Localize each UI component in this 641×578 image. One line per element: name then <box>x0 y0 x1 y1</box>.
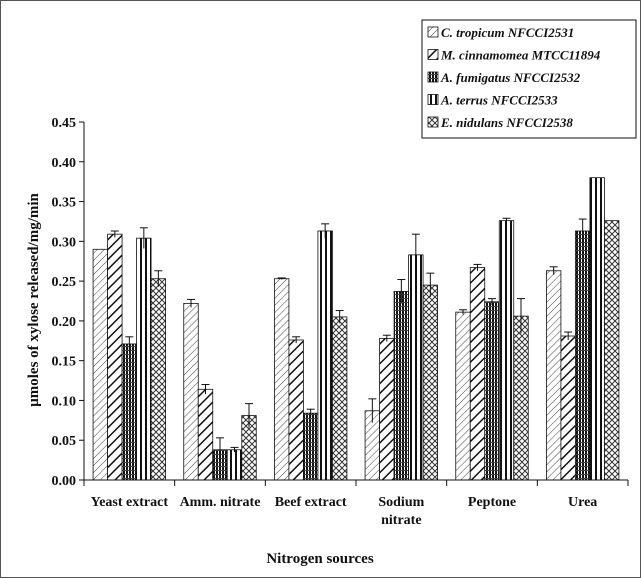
bar <box>332 316 348 481</box>
bar <box>288 339 304 481</box>
legend: C. tropicum NFCCI2531 M. cinnamomea MTCC1… <box>421 19 637 139</box>
x-tick-label-line: Urea <box>568 495 597 510</box>
bar <box>197 388 214 481</box>
y-tick-label: 0.05 <box>52 434 77 449</box>
bar <box>226 449 243 481</box>
legend-swatch <box>427 49 439 60</box>
bars <box>92 177 620 481</box>
legend-swatch <box>427 94 439 105</box>
bar <box>589 177 605 481</box>
legend-box <box>421 19 637 139</box>
x-tick-label: Sodium nitrate <box>378 495 424 528</box>
x-tick-label-line: Yeast extract <box>91 495 169 510</box>
bar <box>274 278 290 481</box>
x-tick-label-line: Peptone <box>468 495 516 510</box>
x-tick-label-line: Amm. nitrate <box>180 495 261 510</box>
bar <box>484 301 500 481</box>
bar <box>408 254 424 481</box>
x-tick-label: Yeast extract <box>91 495 169 510</box>
y-tick-label: 0.35 <box>52 196 77 211</box>
y-tick-label: 0.30 <box>52 235 77 250</box>
bar <box>183 302 199 481</box>
bar <box>150 278 166 481</box>
y-tick-label: 0.25 <box>52 275 77 290</box>
legend-swatch <box>427 116 439 128</box>
x-tick-label: Urea <box>568 495 597 510</box>
bar <box>379 337 395 481</box>
x-tick-label: Beef extract <box>275 495 347 510</box>
y-tick-label: 0.15 <box>52 355 77 370</box>
bar <box>469 267 486 481</box>
bar <box>317 230 333 481</box>
y-tick-label: 0.40 <box>52 156 77 171</box>
bar <box>498 220 515 481</box>
legend-label: M. cinnamomea MTCC11894 <box>440 48 601 63</box>
axes: 0.00 0.05 0.10 0.15 0.20 0.25 0.30 0.35 0.40 0.45… <box>52 116 629 528</box>
x-tick-label-line: Beef extract <box>275 495 347 510</box>
bar <box>513 315 529 481</box>
legend-label: A. fumigatus NFCCI2532 <box>440 70 581 85</box>
bar <box>393 291 409 481</box>
bar <box>121 343 137 481</box>
y-tick-label: 0.00 <box>52 474 77 489</box>
bar <box>107 233 123 481</box>
y-tick-label: 0.45 <box>52 116 77 131</box>
legend-swatch <box>427 26 439 38</box>
legend-swatch <box>427 71 439 83</box>
x-tick-label-line: nitrate <box>381 513 421 528</box>
bar <box>92 248 108 481</box>
x-tick-label: Amm. nitrate <box>180 495 261 510</box>
bar <box>604 220 620 481</box>
legend-label: C. tropicum NFCCI2531 <box>441 25 574 40</box>
bar <box>560 335 576 481</box>
x-tick-label: Peptone <box>468 495 516 510</box>
legend-label: A. terrus NFCCI2533 <box>440 93 558 108</box>
bar <box>575 230 591 481</box>
y-axis-title: µmoles of xylose released/mg/min <box>26 192 42 406</box>
bar <box>422 284 438 481</box>
bar <box>136 237 152 481</box>
bar <box>303 412 319 481</box>
legend-label: E. nidulans NFCCI2538 <box>440 115 573 130</box>
x-axis-title: Nitrogen sources <box>266 551 374 567</box>
y-tick-label: 0.20 <box>52 315 77 330</box>
x-tick-label-line: Sodium <box>378 495 424 510</box>
y-tick-label: 0.10 <box>52 394 77 409</box>
bar <box>455 311 471 481</box>
bar <box>546 270 562 481</box>
